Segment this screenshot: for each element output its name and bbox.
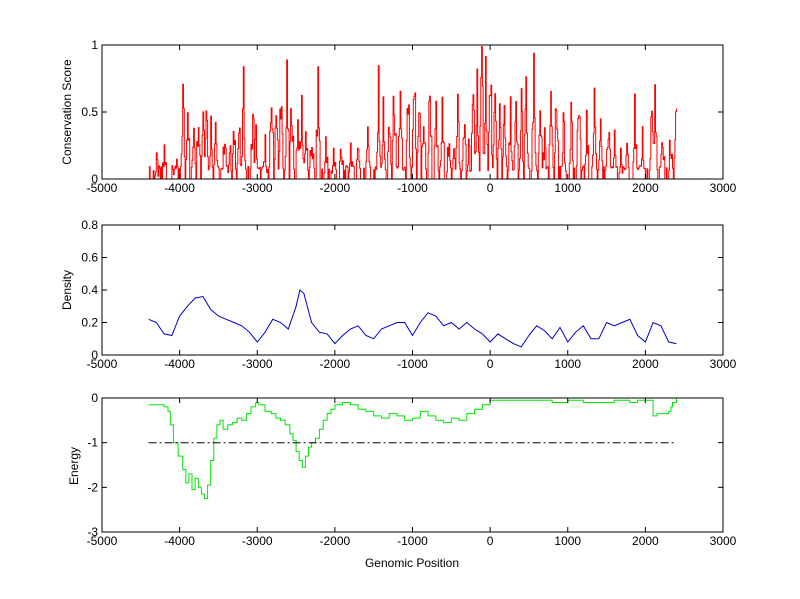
energy-ytick-label: 0 bbox=[91, 391, 98, 405]
conservation-ytick-label: 1 bbox=[91, 38, 98, 52]
conservation-xtick-label: 0 bbox=[487, 181, 494, 195]
energy-xtick-label: 3000 bbox=[710, 534, 737, 548]
energy-xtick-label: -2000 bbox=[320, 534, 351, 548]
conservation-xtick-label: -4000 bbox=[164, 181, 195, 195]
energy-ytick-label: -3 bbox=[87, 525, 98, 539]
energy-xlabel: Genomic Position bbox=[365, 556, 459, 570]
energy-xtick-label: -1000 bbox=[397, 534, 428, 548]
density-ytick-label: 0 bbox=[91, 348, 98, 362]
conservation-xtick-label: 3000 bbox=[710, 181, 737, 195]
energy-ylabel: Energy bbox=[67, 447, 81, 485]
conservation-ytick-label: 0 bbox=[91, 172, 98, 186]
density-xtick-label: -3000 bbox=[242, 357, 273, 371]
conservation-ylabel: Conservation Score bbox=[60, 59, 74, 165]
energy-xtick-label: -5000 bbox=[87, 534, 118, 548]
conservation-xtick-label: 1000 bbox=[554, 181, 581, 195]
energy-panel: Energy Genomic Position -5000 -4000 -3000 -… bbox=[67, 391, 737, 570]
density-ylabel: Density bbox=[60, 270, 74, 310]
density-panel: Density -5000 -4000 -3000 -2000 -1000 0 1000 20… bbox=[60, 218, 737, 371]
density-xtick-label: -4000 bbox=[164, 357, 195, 371]
energy-ytick-label: -1 bbox=[87, 436, 98, 450]
energy-xtick-label: -3000 bbox=[242, 534, 273, 548]
energy-xtick-label: -4000 bbox=[164, 534, 195, 548]
density-series-line bbox=[148, 289, 677, 348]
conservation-xtick-label: -5000 bbox=[87, 181, 118, 195]
density-xtick-label: 2000 bbox=[632, 357, 659, 371]
density-ytick-label: 0.2 bbox=[81, 316, 98, 330]
energy-xtick-label: 0 bbox=[487, 534, 494, 548]
conservation-xtick-label: 2000 bbox=[632, 181, 659, 195]
energy-ytick-label: -2 bbox=[87, 480, 98, 494]
density-xtick-label: -2000 bbox=[320, 357, 351, 371]
conservation-series-line bbox=[148, 46, 677, 179]
density-ytick-label: 0.4 bbox=[81, 283, 98, 297]
conservation-ytick-label: 0.5 bbox=[81, 105, 98, 119]
density-xtick-label: -5000 bbox=[87, 357, 118, 371]
density-xtick-label: 1000 bbox=[554, 357, 581, 371]
conservation-xtick-label: -3000 bbox=[242, 181, 273, 195]
density-ytick-label: 0.8 bbox=[81, 218, 98, 232]
conservation-xtick-label: -1000 bbox=[397, 181, 428, 195]
density-xtick-label: -1000 bbox=[397, 357, 428, 371]
density-ytick-label: 0.6 bbox=[81, 251, 98, 265]
energy-xtick-label: 2000 bbox=[632, 534, 659, 548]
density-xtick-label: 0 bbox=[487, 357, 494, 371]
density-xtick-label: 3000 bbox=[710, 357, 737, 371]
energy-xtick-label: 1000 bbox=[554, 534, 581, 548]
conservation-panel: Conservation Score -5000 -4000 -3000 -2000 -… bbox=[60, 38, 737, 195]
conservation-xtick-label: -2000 bbox=[320, 181, 351, 195]
